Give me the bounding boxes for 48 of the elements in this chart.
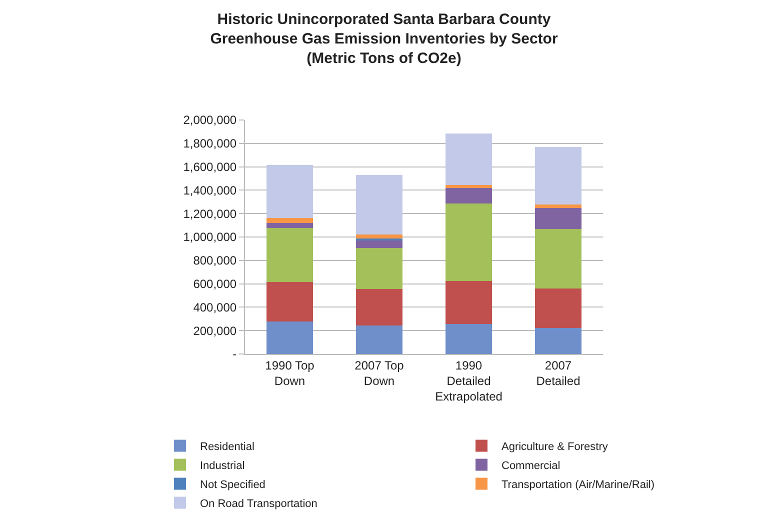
- bar: [266, 322, 314, 354]
- bar: [534, 328, 582, 354]
- y-tick-label: 1,800,000: [183, 136, 237, 151]
- bar: [445, 324, 492, 354]
- legend-label: Industrial: [200, 460, 245, 472]
- bar: [356, 240, 403, 248]
- y-tick-label: 1,600,000: [183, 160, 237, 174]
- legend-label: Agriculture & Forestry: [502, 441, 608, 454]
- bar: [534, 204, 582, 208]
- bar: [534, 208, 582, 229]
- chart-title: Historic Unincorporated Santa Barbara County Greenhouse Gas Emission Inventories by Sector (Metric Tons of CO2e): [210, 10, 558, 67]
- legend-label: Not Specified: [200, 479, 266, 492]
- bar: [356, 238, 403, 241]
- x-tick-label: 2007 Detailed: [536, 358, 580, 388]
- x-tick-label: 1990 Top Down: [265, 358, 315, 388]
- bar: [266, 218, 314, 223]
- bar: [445, 185, 492, 188]
- x-tick-label: 1990 Detailed Extrapolated: [435, 358, 502, 404]
- bar: [266, 228, 314, 282]
- bar: [445, 281, 492, 324]
- bar: [266, 282, 314, 322]
- bar: [445, 134, 492, 186]
- bar: [356, 174, 403, 235]
- y-tick-label: 1,200,000: [183, 206, 237, 221]
- y-tick-label: 2,000,000: [183, 113, 237, 128]
- bar: [356, 234, 403, 238]
- legend-label: Commercial: [502, 460, 560, 472]
- y-tick-label: 800,000: [193, 254, 237, 268]
- bar: [534, 147, 582, 204]
- x-tick-label: 2007 Top Down: [354, 358, 404, 388]
- legend-label: Transportation (Air/Marine/Rail): [502, 479, 655, 492]
- y-tick-label: 1,400,000: [183, 183, 237, 198]
- legend-label: Residential: [200, 441, 254, 454]
- bar: [266, 222, 314, 228]
- bar: [534, 228, 582, 288]
- y-tick-label: 600,000: [193, 277, 237, 291]
- bar: [445, 204, 492, 282]
- bar: [534, 288, 582, 328]
- y-tick-label: 400,000: [193, 300, 237, 314]
- legend-label: On Road Transportation: [200, 498, 318, 510]
- y-tick-label: 200,000: [193, 324, 237, 338]
- bar: [266, 165, 314, 218]
- bar: [356, 325, 403, 354]
- y-tick-label: -: [232, 347, 237, 362]
- y-tick-label: 1,000,000: [183, 230, 237, 244]
- bar: [356, 288, 403, 326]
- bar: [445, 188, 492, 204]
- bar: [356, 248, 403, 289]
